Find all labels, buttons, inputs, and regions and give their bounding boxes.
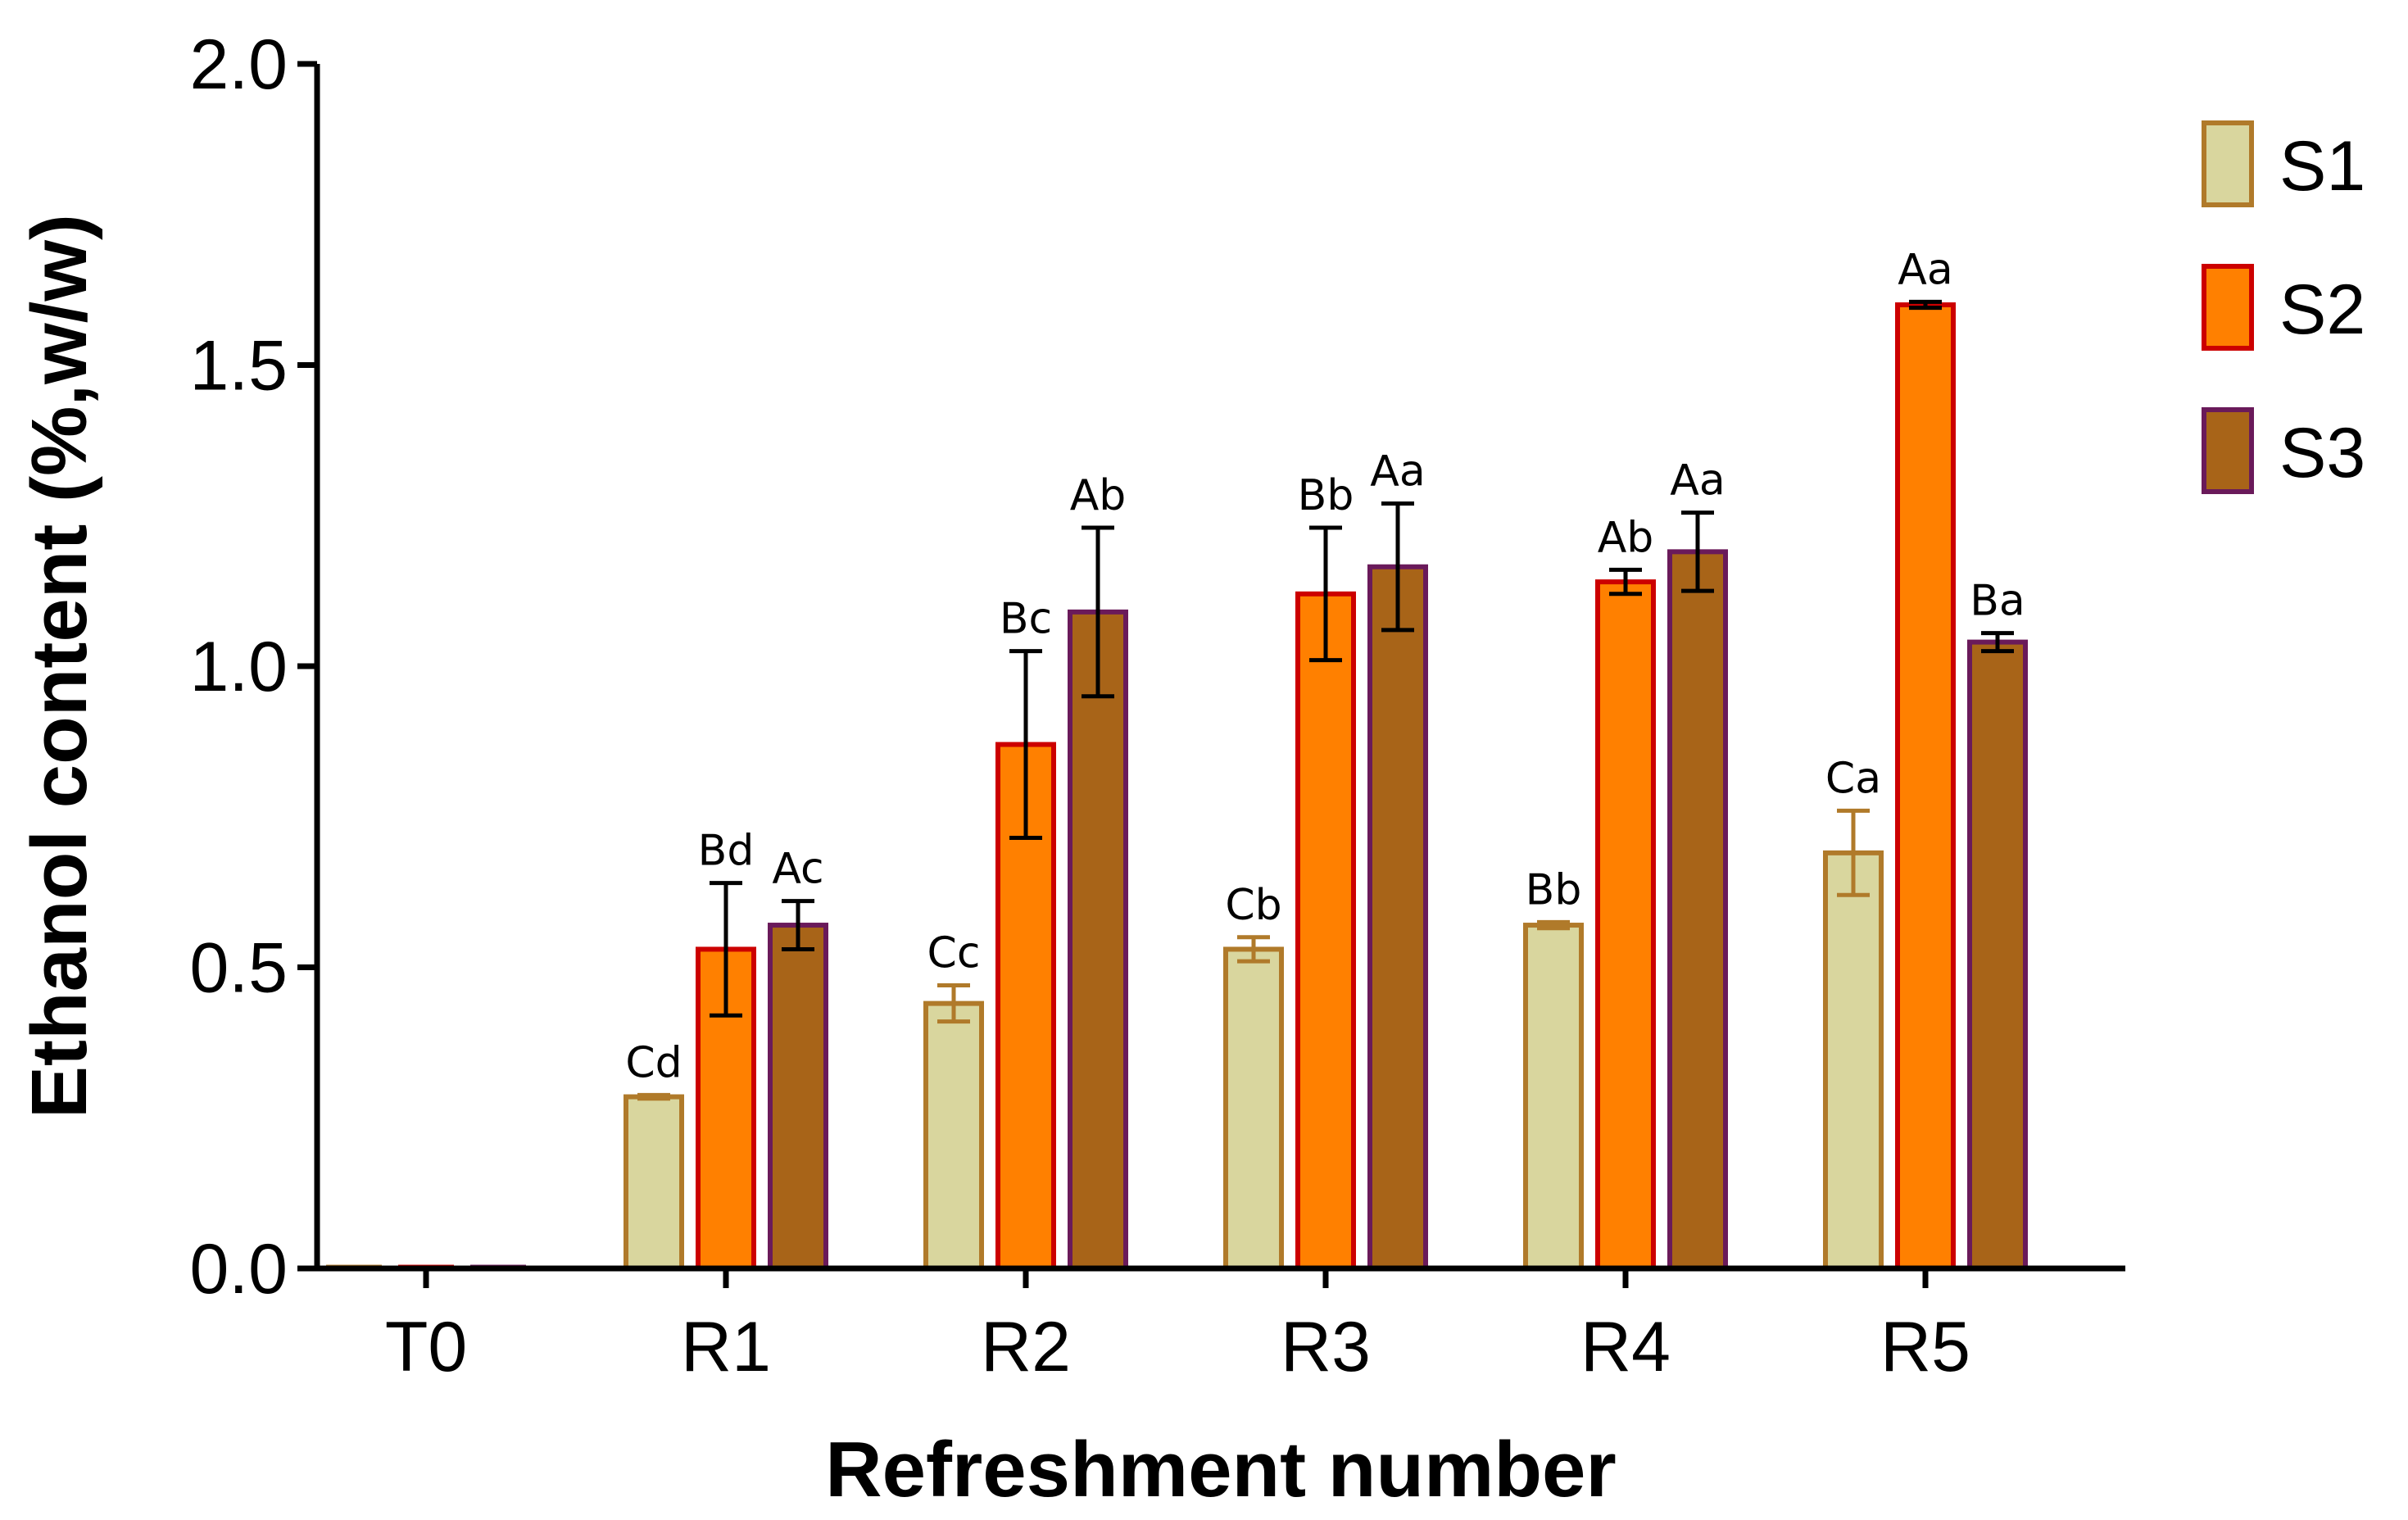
significance-label: Aa: [1898, 245, 1952, 294]
significance-label: Aa: [1670, 456, 1725, 506]
significance-label: Bd: [698, 827, 755, 876]
legend-swatch-s3: [2202, 407, 2254, 494]
legend-swatch-s2: [2202, 264, 2254, 351]
legend-swatch-s1: [2202, 120, 2254, 207]
bar-s2: [1595, 579, 1656, 1271]
significance-label: Bb: [1526, 865, 1582, 914]
legend: S1 S2 S3: [2202, 120, 2365, 494]
y-axis-title: Ethanol content (%,w/w): [16, 214, 103, 1118]
x-tick-label: R2: [981, 1308, 1071, 1386]
y-ticks: 0.0 0.5 1.0 1.5 2.0: [189, 25, 317, 1309]
bar-s1: [1523, 923, 1584, 1272]
x-ticks: T0 R1 R2 R3 R4 R5: [385, 1268, 1970, 1386]
bar-s1: [624, 1094, 684, 1272]
y-tick-label: 2.0: [189, 25, 288, 104]
significance-label: Aa: [1370, 447, 1425, 497]
bar-s3: [1367, 564, 1428, 1271]
significance-label: Ab: [1598, 513, 1654, 562]
y-tick-label: 0.0: [189, 1230, 288, 1309]
significance-label: Bc: [1000, 595, 1052, 644]
legend-label: S3: [2279, 414, 2365, 492]
x-tick-label: T0: [385, 1308, 467, 1386]
bar-s3: [1967, 639, 2028, 1271]
x-tick-label: R5: [1880, 1308, 1970, 1386]
bars-layer: Cd Cc Cb Bb Ca Bd Bc Bb Ab Aa Ac Ab Aa Aa Ba: [326, 245, 2028, 1272]
y-tick-label: 0.5: [189, 929, 288, 1008]
significance-label: Ab: [1070, 471, 1127, 520]
significance-label: Ba: [1970, 577, 2025, 626]
significance-label: Cc: [927, 929, 981, 978]
significance-label: Cd: [625, 1038, 682, 1087]
significance-label: Cb: [1225, 881, 1281, 930]
bar-s3: [768, 923, 828, 1272]
bar-s1: [1223, 946, 1284, 1271]
bar-s2: [1295, 591, 1356, 1271]
legend-label: S1: [2279, 127, 2365, 206]
y-tick-label: 1.5: [189, 327, 288, 406]
x-tick-label: R4: [1580, 1308, 1671, 1386]
y-tick-label: 1.0: [189, 628, 288, 706]
x-axis-title: Refreshment number: [825, 1426, 1617, 1513]
x-tick-label: R1: [681, 1308, 771, 1386]
significance-label: Ca: [1825, 754, 1881, 803]
x-tick-label: R3: [1281, 1308, 1371, 1386]
significance-label: Bb: [1298, 471, 1354, 520]
bar-s2: [1895, 302, 1956, 1271]
significance-label: Ac: [772, 845, 823, 894]
legend-label: S2: [2279, 270, 2365, 349]
bar-s3: [1667, 549, 1728, 1271]
bar-s3: [1068, 609, 1128, 1271]
bar-s1: [923, 1000, 984, 1271]
bar-s1: [1823, 850, 1884, 1271]
